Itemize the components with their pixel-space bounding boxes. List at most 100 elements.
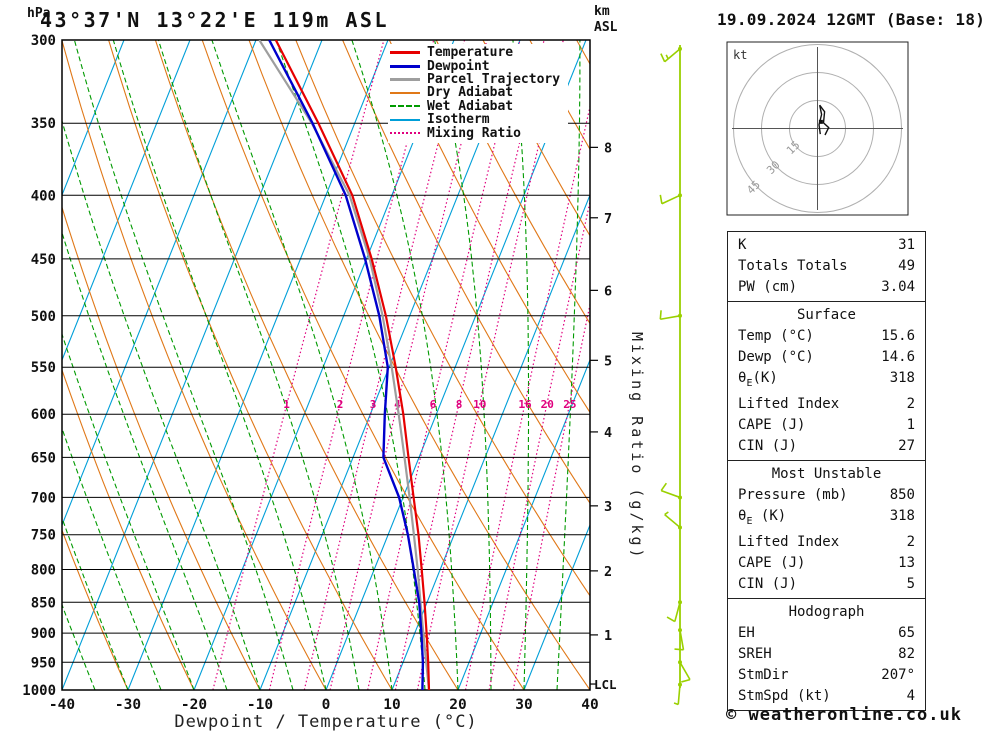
plot-border	[61, 39, 591, 691]
stat-value: 15.6	[881, 328, 915, 344]
stats-section-title: Most Unstable	[771, 465, 882, 482]
stats-box: Hodograph EH 65 SREH 82 StmDir 207° StmSpd (kt)…	[727, 597, 926, 711]
temp-tick-label: -40	[49, 697, 75, 713]
legend-line-sample	[390, 105, 420, 108]
temp-tick-label: 20	[449, 697, 466, 713]
mixing-ratio-label: 6	[430, 398, 437, 411]
wind-barb	[660, 46, 682, 63]
temperature-axis-label: Dewpoint / Temperature (°C)	[174, 712, 478, 732]
stat-value: 2	[906, 533, 915, 550]
stat-row: CIN (J) 5	[728, 574, 925, 595]
stat-label: CIN (J)	[738, 575, 798, 592]
wind-barb	[674, 628, 685, 651]
stat-label: Dewp (°C)	[738, 349, 814, 365]
stat-value: 1	[906, 416, 915, 433]
km-tick-label: 2	[604, 564, 612, 580]
stats-panel: K 31 Totals Totals 49 PW (cm) 3.04 Surface Temp…	[727, 231, 926, 711]
pressure-tick-label: 800	[31, 563, 56, 579]
legend-label: Dry Adiabat	[427, 85, 514, 101]
km-tick-label: 4	[604, 425, 612, 441]
stat-value: 318	[889, 370, 915, 386]
mixing-ratio-label: 1	[283, 398, 290, 411]
wind-barb	[666, 600, 682, 623]
temp-tick-label: 10	[383, 697, 400, 713]
legend-item: Parcel Trajectory	[390, 71, 568, 87]
stat-value: 82	[898, 645, 915, 662]
stat-value: 49	[898, 258, 915, 274]
stats-box: Surface Temp (°C) 15.6 Dewp (°C) 14.6 θE(K) 31…	[727, 301, 926, 461]
altitude-axis-unit: km ASL	[594, 4, 617, 36]
mixing-ratio-label: 16	[518, 398, 532, 411]
legend-item: Isotherm	[390, 112, 568, 128]
stat-label: SREH	[738, 645, 772, 662]
chart-legend: Temperature Dewpoint Parcel Trajectory Dry …	[388, 44, 568, 143]
datetime-label: 19.09.2024 12GMT (Base: 18)	[717, 10, 986, 29]
stat-row: Dewp (°C) 14.6	[728, 347, 925, 368]
stat-row: Totals Totals 49	[728, 256, 925, 277]
stat-value: 850	[889, 486, 915, 503]
stat-value: 13	[898, 554, 915, 571]
hodograph-unit-label: kt	[733, 48, 748, 62]
legend-line-sample	[390, 64, 420, 68]
legend-label: Parcel Trajectory	[427, 71, 561, 87]
stat-label: θE(K)	[738, 370, 778, 389]
pressure-tick-label: 750	[31, 528, 56, 544]
km-tick-label: 3	[604, 499, 612, 515]
stat-label: CIN (J)	[738, 437, 798, 454]
stat-row: θE (K) 318	[728, 506, 925, 532]
stats-section-title: Surface	[796, 307, 856, 323]
stat-row: Pressure (mb) 850	[728, 485, 925, 506]
km-tick-label: 5	[604, 353, 612, 369]
mixing-ratio-label: 8	[456, 398, 463, 411]
wind-barb	[664, 511, 682, 530]
legend-line-sample	[390, 132, 420, 135]
pressure-tick-label: 950	[31, 655, 56, 671]
temp-tick-label: 30	[515, 697, 532, 713]
stat-row: StmDir 207°	[728, 665, 925, 686]
stat-row: CAPE (J) 1	[728, 415, 925, 436]
mixing-ratio-label: 3	[370, 398, 377, 411]
pressure-tick-label: 450	[31, 252, 56, 268]
mixing-ratio-label: 20	[541, 398, 554, 411]
stat-label: Lifted Index	[738, 533, 840, 550]
temp-tick-label: -10	[247, 697, 273, 713]
storm-motion-marker	[818, 119, 823, 124]
stat-label: Lifted Index	[738, 395, 840, 412]
stat-row: Temp (°C) 15.6	[728, 326, 925, 347]
stat-row: StmSpd (kt) 4	[728, 686, 925, 707]
legend-line-sample	[390, 77, 420, 81]
mixing-ratio-label: 2	[337, 398, 344, 411]
stat-row: PW (cm) 3.04	[728, 277, 925, 298]
stat-label: CAPE (J)	[738, 416, 806, 433]
wind-barb	[659, 193, 682, 205]
km-tick-label: 6	[604, 283, 612, 299]
stat-label: K	[738, 237, 747, 253]
pressure-tick-label: 500	[31, 309, 56, 325]
mixing-ratio-label: 25	[563, 398, 576, 411]
wind-barb	[660, 482, 682, 500]
km-tick-label: 7	[604, 211, 612, 227]
pressure-tick-label: 550	[31, 360, 56, 376]
temp-tick-label: -20	[181, 697, 207, 713]
pressure-tick-label: 900	[31, 626, 56, 642]
wind-barb	[673, 682, 682, 706]
temp-tick-label: 40	[581, 697, 598, 713]
pressure-tick-label: 350	[31, 116, 56, 132]
legend-line-sample	[390, 118, 420, 121]
legend-label: Isotherm	[427, 112, 490, 128]
parcel-trajectory-curve	[258, 40, 431, 690]
legend-item: Dewpoint	[390, 59, 568, 74]
stat-value: 14.6	[881, 349, 915, 365]
km-tick-label: 1	[604, 628, 612, 644]
pressure-tick-label: 1000	[22, 683, 56, 699]
stat-label: StmDir	[738, 666, 789, 683]
asl-unit: ASL	[594, 20, 618, 35]
legend-label: Temperature	[427, 45, 514, 61]
lcl-marker-label: LCL	[594, 677, 617, 692]
stat-label: Pressure (mb)	[738, 486, 848, 503]
pressure-tick-label: 600	[31, 407, 56, 423]
stats-box: K 31 Totals Totals 49 PW (cm) 3.04	[727, 231, 926, 302]
stat-value: 31	[898, 237, 915, 253]
stat-label: CAPE (J)	[738, 554, 806, 571]
